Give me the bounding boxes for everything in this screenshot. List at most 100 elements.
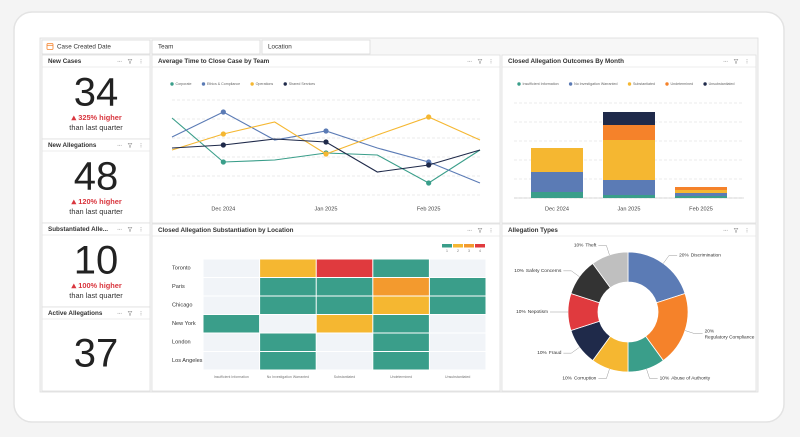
bar-segment bbox=[531, 148, 583, 172]
kpi-value: 48 bbox=[74, 155, 119, 199]
legend-swatch bbox=[627, 82, 632, 86]
calendar-icon bbox=[46, 43, 54, 50]
pie-category-label: Discrimination bbox=[691, 253, 721, 259]
legend-label: 2 bbox=[457, 249, 459, 253]
legend-swatch bbox=[442, 244, 452, 248]
filter-icon[interactable] bbox=[477, 59, 483, 64]
menu-dot bbox=[746, 231, 748, 233]
leader-line bbox=[598, 368, 610, 379]
column-label: Substantiated bbox=[334, 375, 355, 379]
heat-cell bbox=[260, 352, 316, 370]
panel-title: Active Allegations bbox=[48, 310, 103, 317]
filter-icon[interactable] bbox=[127, 311, 133, 316]
pie-value-label: 10% bbox=[574, 243, 584, 249]
pie-value-label: 20% bbox=[679, 253, 689, 259]
row-label: Toronto bbox=[172, 266, 191, 272]
filter-box[interactable] bbox=[41, 39, 151, 55]
filter-box[interactable] bbox=[151, 39, 261, 55]
kpi-value: 10 bbox=[74, 239, 119, 283]
pie-category-label: Fraud bbox=[549, 350, 562, 356]
filter-box[interactable] bbox=[261, 39, 371, 55]
pie-label: 10% Theft bbox=[574, 243, 597, 249]
heat-cell bbox=[429, 259, 486, 277]
legend-swatch bbox=[517, 82, 521, 86]
heat-cell bbox=[429, 352, 486, 370]
pie-value-label: 10% bbox=[537, 350, 547, 356]
menu-dot bbox=[490, 229, 492, 231]
legend-swatch bbox=[201, 82, 206, 86]
heat-cell bbox=[203, 315, 260, 333]
kpi-change: 325% higher bbox=[78, 113, 122, 122]
menu-dot bbox=[140, 60, 142, 62]
more-dot bbox=[467, 229, 469, 231]
more-dot bbox=[726, 229, 728, 231]
legend-label: Corporate bbox=[176, 82, 192, 86]
legend-label: No Investigation Warranted bbox=[574, 82, 617, 86]
more-dot bbox=[725, 229, 727, 231]
bar-segment bbox=[531, 172, 583, 192]
filter-label: Team bbox=[158, 44, 173, 51]
filter-icon[interactable] bbox=[477, 228, 483, 233]
pie-label: 20% Discrimination bbox=[679, 253, 721, 259]
more-dot bbox=[120, 228, 122, 230]
leader-line bbox=[563, 347, 580, 354]
column-label: Undetermined bbox=[390, 375, 412, 379]
pie-label: 20% Regulatory Compliance bbox=[705, 329, 755, 341]
heat-cell bbox=[373, 259, 429, 277]
menu-dot bbox=[490, 59, 492, 61]
leader-line bbox=[563, 270, 580, 277]
menu-dot bbox=[140, 144, 142, 146]
bar-segment bbox=[675, 190, 727, 193]
panel bbox=[41, 306, 151, 392]
pie-value-label: 10% bbox=[562, 376, 572, 382]
menu-dot bbox=[140, 314, 142, 316]
heat-cell bbox=[316, 259, 373, 277]
leader-line bbox=[663, 255, 678, 264]
pie-value-label: 20% bbox=[705, 329, 715, 335]
legend-swatch bbox=[475, 244, 485, 248]
pie-category-label: Safety Concerns bbox=[526, 268, 562, 274]
panel bbox=[151, 54, 501, 224]
x-tick-label: Feb 2025 bbox=[417, 206, 441, 212]
legend-label: 3 bbox=[468, 249, 470, 253]
row-label: Los Angeles bbox=[172, 358, 203, 364]
menu-dot bbox=[140, 59, 142, 61]
leader-line bbox=[598, 245, 610, 256]
pie-category-label: Theft bbox=[585, 243, 597, 249]
line-point bbox=[323, 128, 329, 134]
x-tick-label: Feb 2025 bbox=[689, 206, 713, 212]
legend-label: 1 bbox=[446, 249, 448, 253]
heat-cell bbox=[203, 296, 260, 314]
legend-label: 4 bbox=[479, 249, 481, 253]
up-triangle bbox=[71, 115, 77, 121]
filter-icon[interactable] bbox=[127, 59, 133, 64]
kpi-note: than last quarter bbox=[69, 207, 123, 216]
bar-segment bbox=[603, 125, 655, 140]
filter-icon[interactable] bbox=[733, 228, 739, 233]
pie-label: 10% Corruption bbox=[562, 376, 596, 382]
legend-label: Undetermined bbox=[671, 82, 694, 86]
filter-icon[interactable] bbox=[127, 227, 133, 232]
legend-swatch bbox=[665, 82, 669, 86]
up-triangle bbox=[71, 199, 77, 205]
heat-cell bbox=[373, 278, 429, 296]
filter-label: Case Created Date bbox=[57, 44, 111, 51]
bar-segment bbox=[603, 112, 655, 125]
legend-label: Substantiated bbox=[633, 82, 655, 86]
kpi-change: 120% higher bbox=[78, 197, 122, 206]
legend-swatch bbox=[250, 82, 254, 86]
pie-value-label: 10% bbox=[516, 309, 526, 315]
heat-cell bbox=[260, 259, 316, 277]
filter-icon[interactable] bbox=[127, 143, 133, 148]
more-dot bbox=[117, 144, 119, 146]
panel-title: Substantiated Alle... bbox=[48, 226, 108, 233]
x-tick-label: Dec 2024 bbox=[211, 206, 235, 212]
filter-icon[interactable] bbox=[733, 59, 739, 64]
bar-segment bbox=[675, 187, 727, 190]
heat-cell bbox=[316, 296, 373, 314]
heat-cell bbox=[203, 259, 260, 277]
menu-dot bbox=[490, 228, 492, 230]
heat-cell bbox=[203, 352, 260, 370]
line-point bbox=[323, 151, 329, 157]
